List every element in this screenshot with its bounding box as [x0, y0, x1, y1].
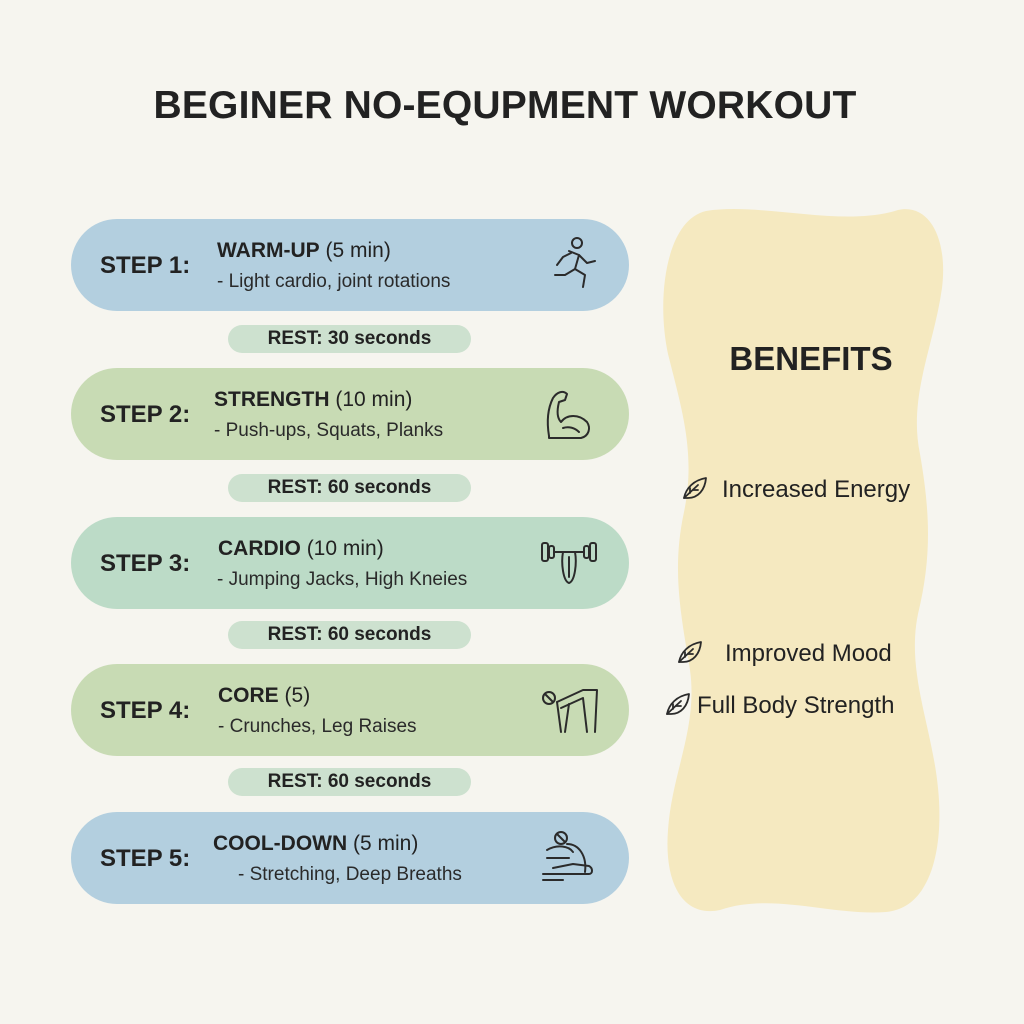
step-duration: (5 min) [353, 832, 419, 855]
step-label: STEP 4: [100, 697, 191, 724]
stretching-person-icon [542, 831, 593, 881]
leaf-icon [666, 693, 690, 715]
step-card-cardio: STEP 3: CARDIO (10 min) - Jumping Jacks,… [71, 517, 629, 609]
step-card-core: STEP 4: CORE (5) - Crunches, Leg Raises [71, 664, 629, 756]
step-name: STRENGTH [214, 388, 330, 411]
leaf-icon [683, 477, 707, 499]
step-name: WARM-UP [217, 239, 320, 262]
benefits-title: BENEFITS [729, 340, 893, 377]
step-label: STEP 5: [100, 845, 191, 872]
benefit-text: Improved Mood [725, 640, 892, 667]
page-title: BEGINER NO-EQUPMENT WORKOUT [153, 84, 857, 127]
step-duration: (5 min) [325, 239, 391, 262]
benefit-item: Improved Mood [675, 638, 892, 668]
step-description: - Crunches, Leg Raises [218, 716, 417, 737]
step-title: CORE (5) [218, 684, 310, 708]
benefit-item: Increased Energy [680, 474, 910, 504]
step-description: - Push-ups, Squats, Planks [214, 420, 444, 441]
step-title: WARM-UP (5 min) [217, 239, 391, 263]
step-name: COOL-DOWN [213, 832, 348, 855]
step-label: STEP 1: [100, 252, 191, 279]
leaf-icon [678, 641, 702, 663]
step-description: - Jumping Jacks, High Kneies [217, 569, 468, 590]
step-title: COOL-DOWN (5 min) [213, 832, 418, 856]
rest-badge: REST: 60 seconds [228, 621, 471, 649]
step-description: - Light cardio, joint rotations [217, 271, 451, 292]
crunch-person-icon [542, 689, 598, 733]
step-name: CORE [218, 684, 279, 707]
benefits-panel [663, 209, 944, 913]
step-title: STRENGTH (10 min) [214, 388, 412, 412]
step-title: CARDIO (10 min) [218, 537, 384, 561]
step-card-warm-up: STEP 1: WARM-UP (5 min) - Light cardio, … [71, 219, 629, 311]
benefit-text: Increased Energy [722, 476, 911, 503]
step-label: STEP 2: [100, 401, 191, 428]
benefit-item: Full Body Strength [663, 690, 894, 720]
step-description: - Stretching, Deep Breaths [238, 864, 462, 885]
rest-badge: REST: 30 seconds [228, 325, 471, 353]
dumbbell-icon [541, 542, 597, 584]
running-person-icon [554, 237, 596, 288]
step-duration: (5) [284, 684, 311, 707]
rest-badge: REST: 60 seconds [228, 474, 471, 502]
flexed-bicep-icon [546, 390, 590, 439]
step-card-cool-down: STEP 5: COOL-DOWN (5 min) - Stretching, … [71, 812, 629, 904]
step-name: CARDIO [218, 537, 301, 560]
step-duration: (10 min) [335, 388, 413, 411]
step-duration: (10 min) [306, 537, 384, 560]
step-label: STEP 3: [100, 550, 191, 577]
benefit-text: Full Body Strength [697, 692, 895, 719]
rest-badge: REST: 60 seconds [228, 768, 471, 796]
step-card-strength: STEP 2: STRENGTH (10 min) - Push-ups, Sq… [71, 368, 629, 460]
